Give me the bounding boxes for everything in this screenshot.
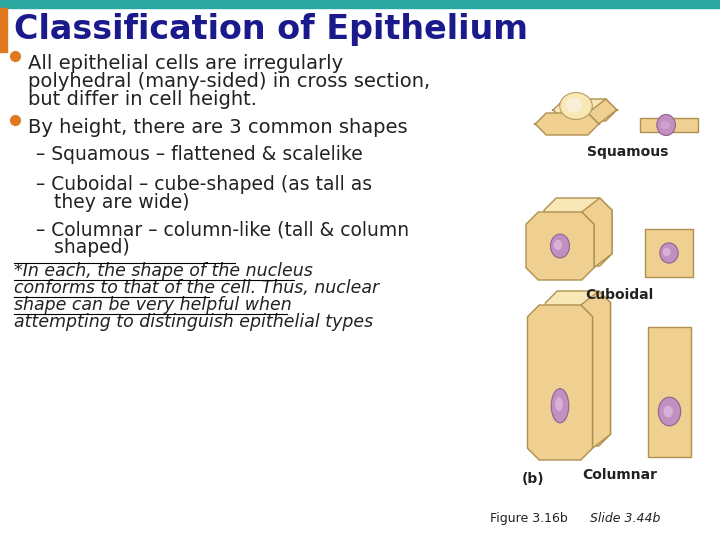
Text: – Cuboidal – cube-shaped (as tall as: – Cuboidal – cube-shaped (as tall as bbox=[36, 175, 372, 194]
Text: conforms to that of the cell. Thus, nuclear: conforms to that of the cell. Thus, nucl… bbox=[14, 279, 379, 297]
Ellipse shape bbox=[664, 406, 673, 417]
Ellipse shape bbox=[662, 248, 670, 256]
Polygon shape bbox=[544, 198, 612, 266]
Ellipse shape bbox=[660, 243, 678, 263]
Polygon shape bbox=[581, 291, 611, 448]
Bar bbox=[0, 8, 7, 52]
Text: *In each, the shape of the nucleus: *In each, the shape of the nucleus bbox=[14, 262, 312, 280]
Text: All epithelial cells are irregularly: All epithelial cells are irregularly bbox=[28, 54, 343, 73]
Text: – Columnar – column-like (tall & column: – Columnar – column-like (tall & column bbox=[36, 220, 409, 239]
Text: (b): (b) bbox=[522, 472, 544, 486]
Polygon shape bbox=[546, 291, 611, 446]
Text: attempting to distinguish epithelial types: attempting to distinguish epithelial typ… bbox=[14, 313, 373, 331]
Text: shaped): shaped) bbox=[36, 238, 130, 257]
Text: Slide 3.44b: Slide 3.44b bbox=[590, 512, 660, 525]
Polygon shape bbox=[552, 99, 618, 121]
Ellipse shape bbox=[551, 234, 570, 258]
Ellipse shape bbox=[552, 389, 569, 423]
Polygon shape bbox=[588, 99, 618, 125]
Text: Figure 3.16b: Figure 3.16b bbox=[490, 512, 568, 525]
Text: – Squamous – flattened & scalelike: – Squamous – flattened & scalelike bbox=[36, 145, 363, 164]
Text: By height, there are 3 common shapes: By height, there are 3 common shapes bbox=[28, 118, 408, 137]
Ellipse shape bbox=[660, 121, 670, 129]
Bar bbox=[0, 0, 720, 8]
Ellipse shape bbox=[555, 397, 563, 411]
Ellipse shape bbox=[559, 92, 593, 119]
Ellipse shape bbox=[657, 114, 675, 136]
Bar bbox=[645, 229, 693, 277]
Ellipse shape bbox=[554, 240, 562, 250]
Bar bbox=[640, 118, 698, 132]
Polygon shape bbox=[582, 198, 612, 268]
Ellipse shape bbox=[566, 97, 582, 113]
Polygon shape bbox=[528, 305, 593, 460]
Text: Cuboidal: Cuboidal bbox=[585, 288, 654, 302]
Text: Columnar: Columnar bbox=[582, 468, 657, 482]
Text: but differ in cell height.: but differ in cell height. bbox=[28, 90, 257, 109]
Text: they are wide): they are wide) bbox=[36, 193, 189, 212]
Text: polyhedral (many-sided) in cross section,: polyhedral (many-sided) in cross section… bbox=[28, 72, 430, 91]
Ellipse shape bbox=[658, 397, 680, 426]
Bar bbox=[648, 327, 691, 457]
Text: Squamous: Squamous bbox=[588, 145, 669, 159]
Text: shape can be very helpful when: shape can be very helpful when bbox=[14, 296, 292, 314]
Polygon shape bbox=[534, 113, 600, 135]
Polygon shape bbox=[526, 212, 594, 280]
Text: Classification of Epithelium: Classification of Epithelium bbox=[14, 14, 528, 46]
